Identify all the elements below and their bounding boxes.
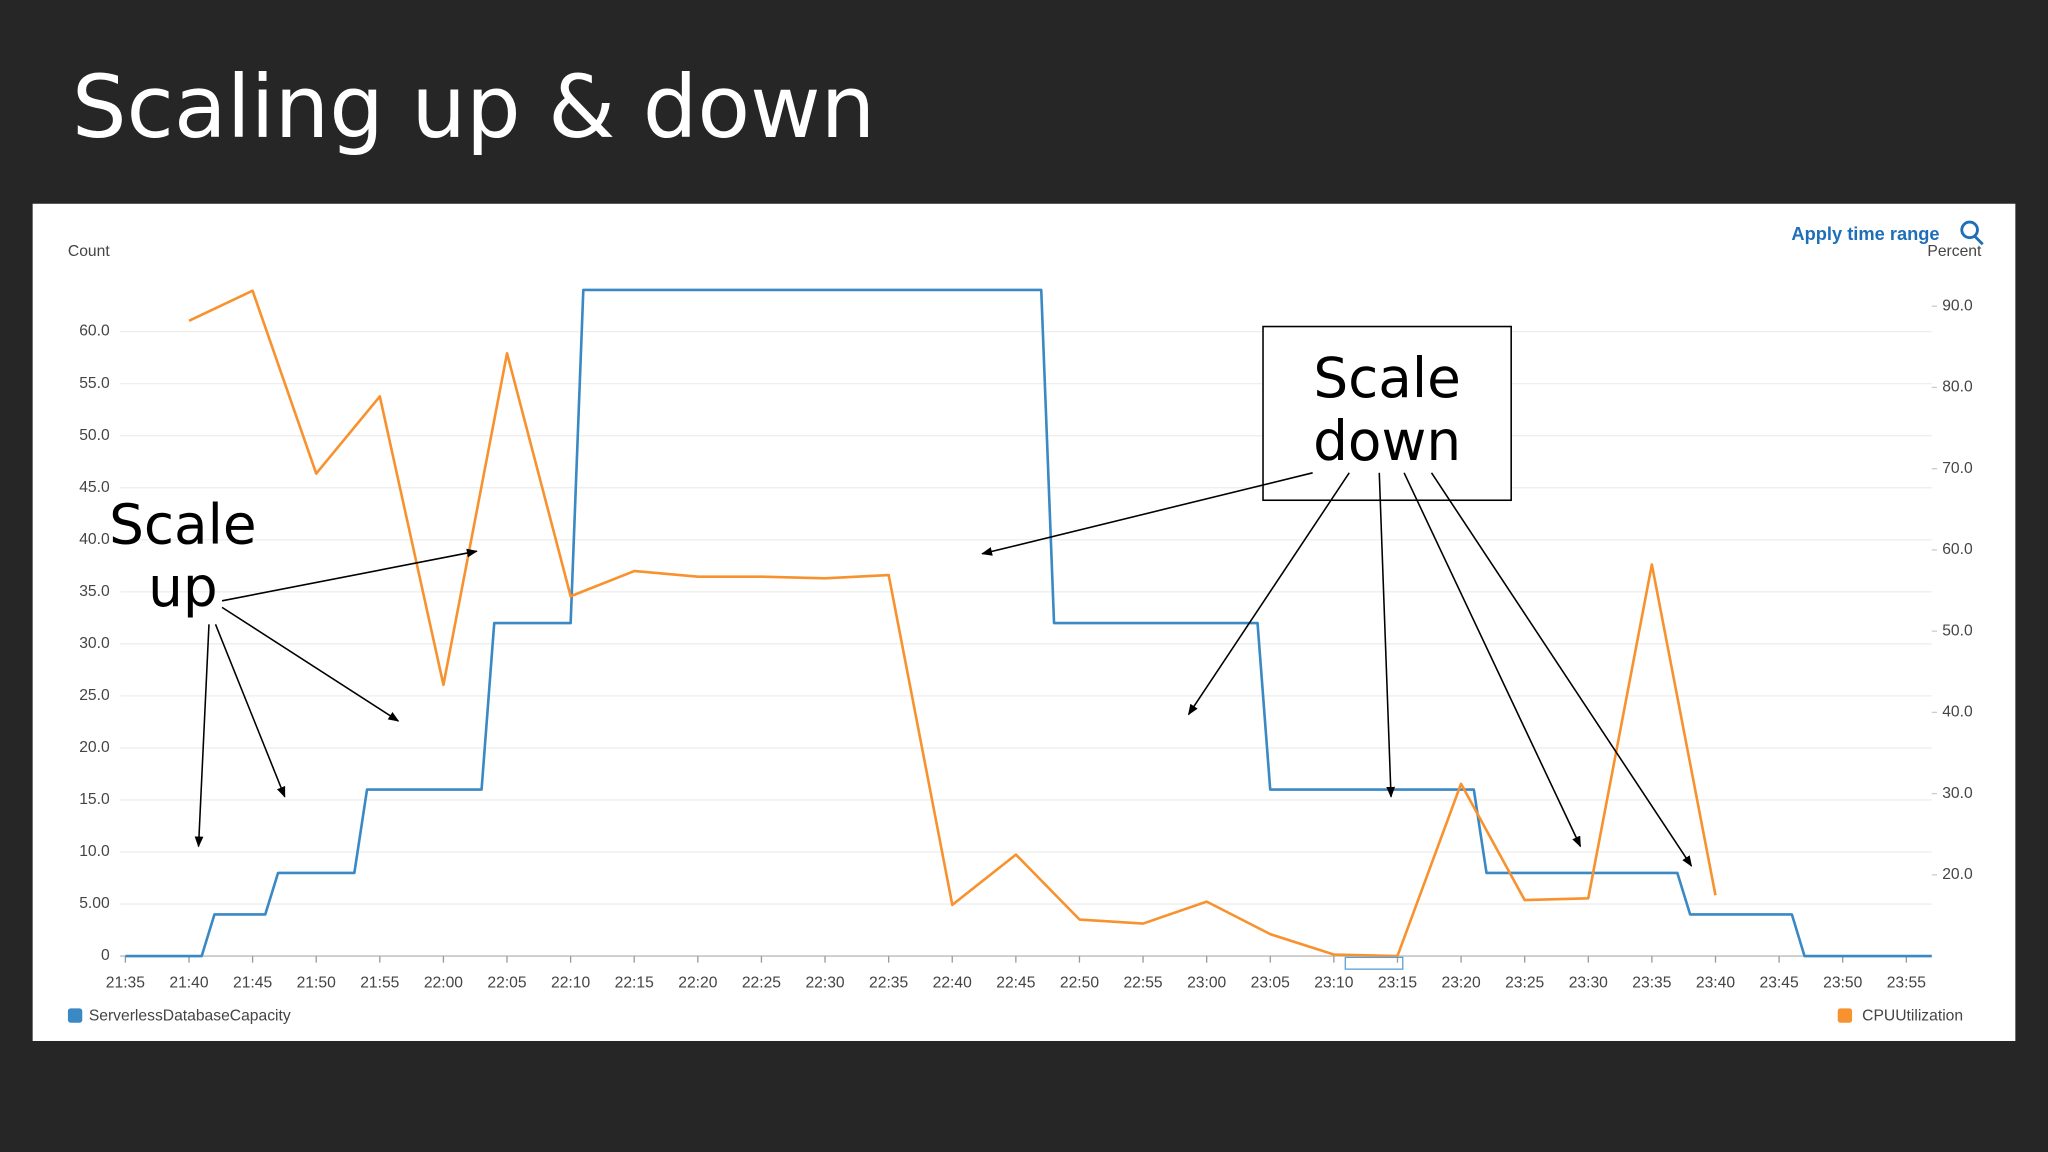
y2-tick-label: 40.0: [1942, 704, 1973, 721]
x-tick-label: 21:50: [297, 975, 336, 992]
y2-tick-label: 80.0: [1942, 379, 1973, 396]
y-tick-label: 25.0: [79, 687, 110, 704]
y2-axis-label: Percent: [1927, 243, 1982, 260]
annotation: down: [1313, 409, 1461, 473]
legend-label: ServerlessDatabaseCapacity: [89, 1007, 291, 1024]
x-tick-label: 21:40: [169, 975, 208, 992]
x-tick-label: 22:45: [996, 975, 1035, 992]
y2-tick-label: 60.0: [1942, 541, 1973, 558]
x-tick-label: 21:35: [106, 975, 145, 992]
x-tick-label: 23:50: [1823, 975, 1862, 992]
y-tick-label: 45.0: [79, 479, 110, 496]
apply-time-range[interactable]: Apply time range: [1791, 223, 1939, 244]
legend-swatch: [67, 1008, 83, 1023]
legend-label: CPUUtilization: [1862, 1007, 1963, 1024]
y2-tick-label: 50.0: [1942, 622, 1973, 639]
x-tick-label: 23:25: [1505, 975, 1544, 992]
plot: 0 5.00 10.0 15.0 20.0 25.0 30.0 35.0 40.0 45.0 50.…: [67, 288, 1973, 1024]
y-axis-label: Count: [68, 243, 110, 260]
y-tick-label: 5.00: [79, 895, 110, 912]
x-tick-label: 22:15: [615, 975, 654, 992]
y-tick-label: 0: [101, 947, 110, 964]
y2-tick-label: 70.0: [1942, 460, 1973, 477]
y-tick-label: 50.0: [79, 427, 110, 444]
x-tick-label: 23:40: [1696, 975, 1735, 992]
x-tick-label: 22:30: [805, 975, 844, 992]
x-tick-label: 23:05: [1251, 975, 1290, 992]
y-tick-label: 20.0: [79, 739, 110, 756]
series-line: [125, 288, 1932, 958]
x-tick-label: 22:50: [1060, 975, 1099, 992]
x-tick-label: 22:35: [869, 975, 908, 992]
x-tick-label: 22:10: [551, 975, 590, 992]
y2-tick-label: 90.0: [1942, 297, 1973, 314]
x-tick-label: 23:20: [1441, 975, 1480, 992]
x-tick-label: 21:45: [233, 975, 272, 992]
y-tick-label: 55.0: [79, 375, 110, 392]
arrows: [194, 472, 1693, 867]
annotation: up: [148, 555, 218, 619]
legend-swatch: [1837, 1008, 1853, 1023]
annotation: Scale: [109, 492, 257, 556]
x-tick-label: 22:00: [424, 975, 463, 992]
x-tick-label: 22:40: [933, 975, 972, 992]
x-tick-label: 23:35: [1632, 975, 1671, 992]
range-handle[interactable]: [1344, 956, 1404, 970]
y-tick-label: 40.0: [79, 531, 110, 548]
y-tick-label: 35.0: [79, 583, 110, 600]
x-tick-label: 23:15: [1378, 975, 1417, 992]
x-tick-label: 23:30: [1569, 975, 1608, 992]
y-tick-label: 60.0: [79, 323, 110, 340]
y2-tick-label: 20.0: [1942, 866, 1973, 883]
scale-down-box: [1262, 325, 1512, 502]
zoom-icon[interactable]: [1960, 220, 1984, 246]
x-tick-label: 23:45: [1760, 975, 1799, 992]
y-tick-label: 30.0: [79, 635, 110, 652]
slide-title: Scaling up & down: [72, 58, 875, 158]
series-line: [188, 289, 1717, 958]
y2-tick-label: 30.0: [1942, 785, 1973, 802]
x-tick-label: 22:25: [742, 975, 781, 992]
x-tick-label: 22:05: [487, 975, 526, 992]
y-tick-label: 15.0: [79, 791, 110, 808]
x-tick-label: 21:55: [360, 975, 399, 992]
y-tick-label: 10.0: [79, 843, 110, 860]
annotation: Scale: [1313, 346, 1461, 410]
x-tick-label: 23:10: [1314, 975, 1353, 992]
x-tick-label: 22:55: [1123, 975, 1162, 992]
x-tick-label: 22:20: [678, 975, 717, 992]
x-tick-label: 23:55: [1887, 975, 1926, 992]
x-tick-label: 23:00: [1187, 975, 1226, 992]
